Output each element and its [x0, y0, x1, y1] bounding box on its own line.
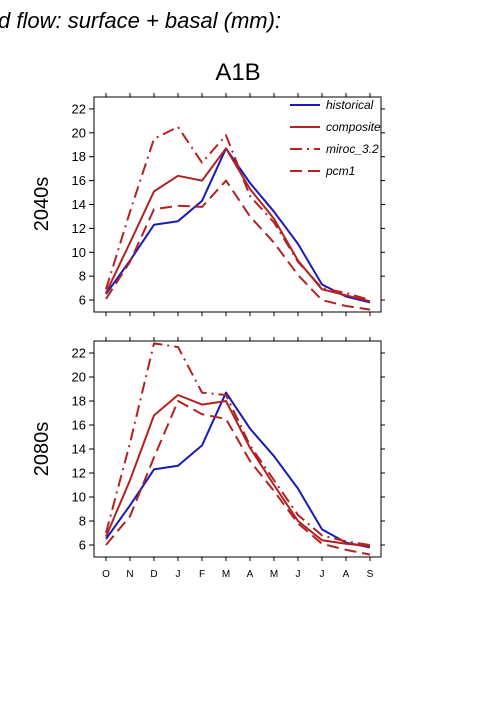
x-tick-label: A [343, 569, 350, 580]
x-tick-label: F [199, 569, 205, 580]
y-tick-label: 16 [72, 173, 86, 188]
page-title: d flow: surface + basal (mm): [0, 8, 281, 33]
scenario-title: A1B [215, 59, 260, 86]
y-tick-label: 12 [72, 466, 86, 481]
y-tick-label: 10 [72, 245, 86, 260]
row-label: 2080s [31, 422, 53, 477]
series-line-pcm1 [105, 400, 371, 556]
series-line-composite [105, 394, 371, 548]
y-tick-label: 22 [72, 101, 86, 116]
x-tick-label: D [150, 569, 157, 580]
x-tick-label: J [320, 569, 325, 580]
y-tick-label: 8 [79, 514, 86, 529]
x-tick-label: J [296, 569, 301, 580]
x-tick-label: O [102, 569, 110, 580]
y-tick-label: 18 [72, 394, 86, 409]
chart-panel-2080s: 2080s 6 8 10 12 14 16 18 20 22 O N D J F M A M J J A S [31, 337, 385, 580]
y-tick-label: 16 [72, 418, 86, 433]
series-line-miroc-3-2 [105, 125, 371, 302]
y-tick-label: 18 [72, 149, 86, 164]
x-tick-label: M [270, 569, 278, 580]
legend-label: composite [326, 120, 381, 134]
y-tick-label: 10 [72, 490, 86, 505]
legend-label: pcm1 [325, 164, 355, 178]
y-tick-label: 20 [72, 370, 86, 385]
y-tick-label: 6 [79, 293, 86, 308]
x-tick-label: M [222, 569, 230, 580]
x-tick-label: A [247, 569, 254, 580]
chart-panel-2040s: 2040s 6 8 10 12 14 16 18 20 22 historical composite… [31, 93, 385, 316]
legend-label: miroc_3.2 [326, 142, 379, 156]
x-tick-label: J [176, 569, 181, 580]
y-tick-label: 14 [72, 442, 86, 457]
x-tick-label: N [126, 569, 133, 580]
series-line-historical [105, 391, 371, 549]
y-tick-label: 12 [72, 221, 86, 236]
y-tick-label: 8 [79, 269, 86, 284]
series-line-composite [105, 147, 371, 303]
y-tick-label: 14 [72, 197, 86, 212]
series-line-miroc-3-2 [105, 342, 371, 546]
y-tick-label: 22 [72, 346, 86, 361]
legend-label: historical [326, 98, 374, 112]
plot-frame [93, 340, 382, 558]
y-tick-label: 20 [72, 125, 86, 140]
series-line-pcm1 [105, 179, 371, 311]
chart-panels: 2040s 6 8 10 12 14 16 18 20 22 historical composite… [31, 93, 385, 580]
y-tick-label: 6 [79, 538, 86, 553]
row-label: 2040s [31, 177, 53, 232]
x-tick-label: S [367, 569, 374, 580]
